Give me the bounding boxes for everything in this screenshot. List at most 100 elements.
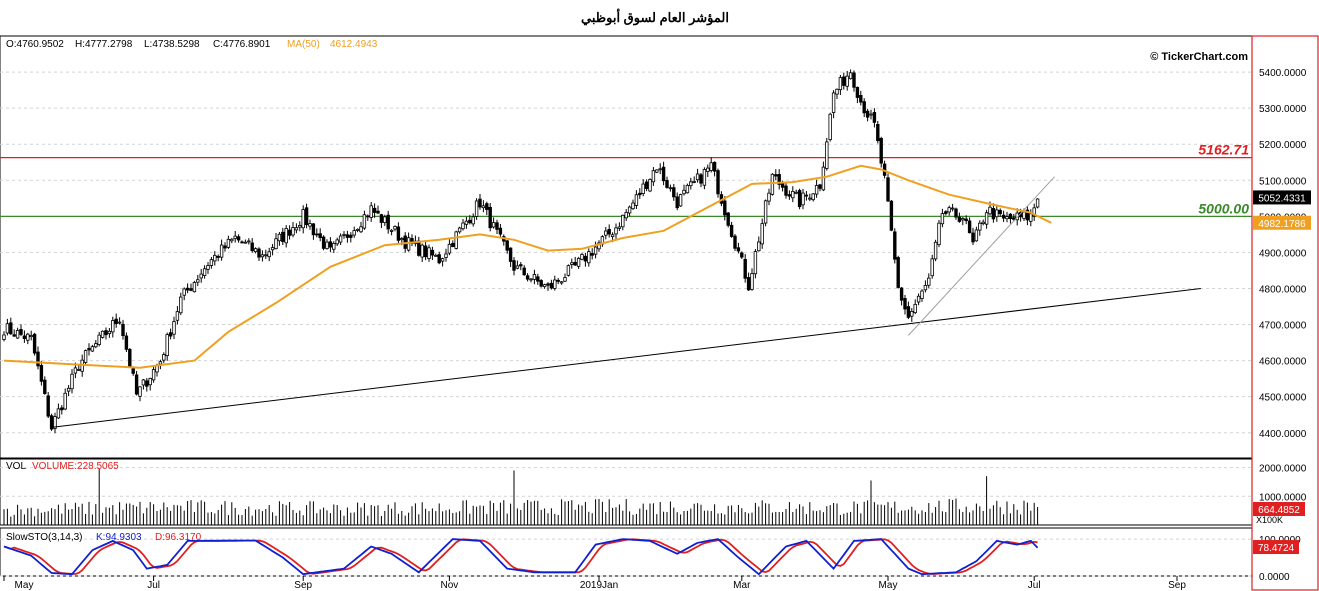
candle — [213, 251, 217, 266]
candle — [872, 108, 877, 128]
candle — [427, 244, 431, 262]
candle — [77, 365, 81, 371]
candle — [583, 252, 588, 267]
stoch-tick-label: 0.0000 — [1259, 572, 1290, 583]
volume-unit-label: X100K — [1256, 515, 1283, 525]
candle — [335, 237, 339, 247]
candle — [199, 269, 203, 283]
candle — [301, 205, 305, 234]
candle — [114, 313, 118, 328]
candle — [651, 167, 656, 186]
candle — [801, 188, 805, 210]
x-tick-label: May — [879, 580, 898, 591]
candle — [947, 205, 951, 216]
candle — [107, 328, 112, 338]
candle — [291, 222, 295, 238]
candle — [46, 392, 50, 419]
candle — [886, 173, 890, 203]
candle — [226, 235, 231, 249]
candle — [362, 210, 367, 230]
candle — [396, 222, 401, 245]
candle — [189, 283, 193, 292]
candle — [49, 413, 54, 431]
candle — [1025, 205, 1030, 226]
price-tick-label: 4700.0000 — [1259, 321, 1307, 332]
candle — [485, 201, 489, 216]
watermark: © TickerChart.com — [1150, 51, 1248, 63]
candle — [104, 327, 108, 340]
candle — [423, 240, 428, 261]
candle — [498, 223, 503, 238]
candle — [372, 203, 377, 218]
candle — [879, 136, 883, 168]
candle — [855, 86, 860, 104]
candle — [665, 176, 669, 189]
candle — [277, 232, 282, 246]
ma-label: MA(50) — [287, 39, 320, 50]
candle — [831, 90, 836, 119]
candle — [825, 137, 829, 171]
candle — [777, 169, 781, 190]
candle — [332, 241, 336, 254]
candle — [641, 179, 645, 197]
price-tick-label: 5400.0000 — [1259, 68, 1307, 79]
candle — [56, 403, 61, 419]
candle — [328, 237, 333, 253]
candle — [39, 360, 44, 386]
candle — [927, 273, 931, 289]
candle — [274, 233, 278, 250]
candle — [247, 238, 251, 245]
candle — [672, 183, 676, 201]
stoch-readout: SlowSTO(3,14,3) K:94.9303 D:96.3170 — [6, 532, 202, 543]
last-price-label: 5052.4331 — [1258, 193, 1306, 204]
candle — [1032, 203, 1036, 221]
x-tick-label: Nov — [441, 580, 459, 591]
candle — [903, 294, 907, 315]
stoch-marks — [3, 538, 1039, 576]
candle — [981, 219, 985, 226]
volume-marks — [3, 469, 1039, 525]
volume-panel-label: VOL — [6, 461, 26, 472]
candle — [848, 69, 853, 80]
candle — [457, 226, 462, 234]
candle — [961, 217, 965, 226]
candle — [692, 176, 696, 184]
candle — [257, 247, 261, 261]
candle — [689, 177, 693, 190]
candle — [995, 204, 999, 222]
candle — [644, 179, 649, 192]
candle — [281, 227, 285, 245]
candle — [590, 248, 594, 260]
candle — [553, 275, 557, 291]
chart-title: المؤشر العام لسوق أبوظبي — [581, 9, 729, 26]
candle — [770, 173, 775, 196]
candle — [627, 205, 632, 217]
last-price-badge — [1253, 190, 1311, 205]
candle — [349, 232, 353, 243]
candle — [5, 318, 10, 336]
candle — [818, 183, 822, 192]
candle — [726, 211, 730, 228]
candle — [512, 257, 516, 276]
candle — [352, 226, 356, 238]
candle — [318, 228, 322, 242]
price-panel: 5162.71 5000.00 — [0, 35, 1253, 459]
candle — [760, 218, 764, 249]
candle — [338, 233, 343, 245]
candle — [386, 210, 390, 234]
candle — [954, 207, 958, 220]
candle — [556, 278, 560, 285]
candle — [614, 223, 618, 239]
candle — [141, 378, 146, 390]
stoch-k-line — [3, 538, 1039, 576]
candle — [899, 287, 904, 306]
candle — [835, 88, 839, 99]
candle — [488, 203, 492, 232]
candle — [168, 328, 173, 340]
x-tick-label: Sep — [294, 580, 312, 591]
candle — [876, 120, 880, 144]
candle — [260, 250, 265, 262]
candle — [209, 256, 214, 269]
candle — [1008, 213, 1013, 224]
candle — [655, 169, 659, 174]
